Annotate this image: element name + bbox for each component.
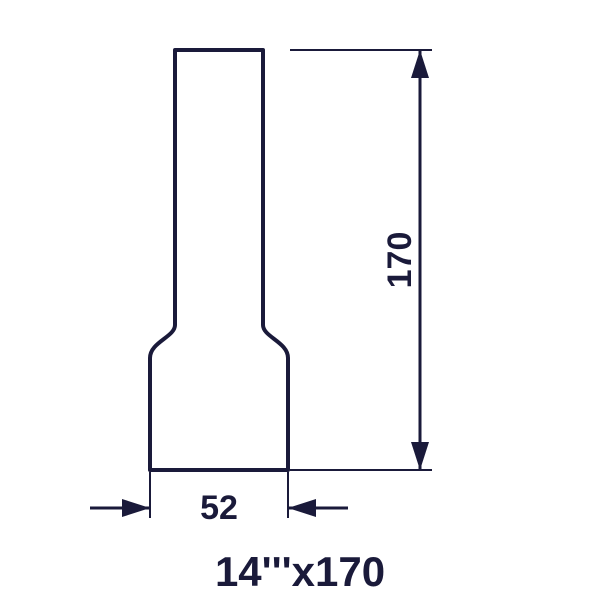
- height-dimension-value: 170: [381, 232, 419, 289]
- width-dimension-value: 52: [200, 489, 238, 527]
- technical-drawing: 170 52: [0, 0, 600, 600]
- caption-label: 14'''x170: [0, 548, 600, 596]
